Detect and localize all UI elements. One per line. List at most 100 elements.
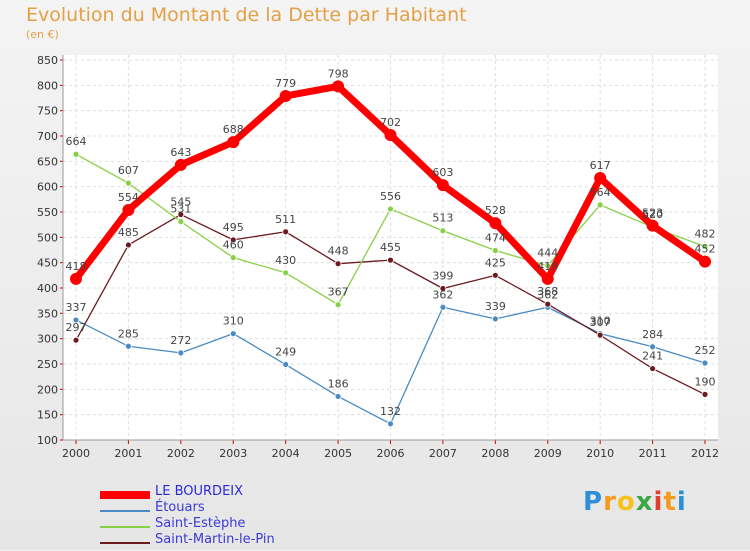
data-point	[596, 201, 604, 209]
legend-label: Étouars	[155, 500, 205, 515]
data-point	[334, 393, 342, 400]
data-point	[174, 158, 187, 171]
data-label: 664	[66, 135, 87, 148]
data-label: 399	[432, 270, 453, 283]
data-point	[439, 285, 447, 292]
data-label: 186	[328, 377, 349, 390]
data-point	[334, 301, 342, 309]
y-tick-label: 500	[37, 231, 58, 244]
logo-letter: o	[616, 487, 636, 517]
data-point	[596, 331, 604, 339]
data-label: 339	[485, 300, 506, 313]
logo-letter: x	[635, 487, 654, 517]
legend-swatch	[100, 491, 150, 499]
data-label: 460	[223, 239, 244, 252]
legend-swatch	[100, 510, 150, 512]
legend-swatch	[100, 542, 150, 544]
data-point	[384, 128, 397, 141]
data-point	[70, 272, 82, 285]
data-point	[227, 136, 240, 149]
legend-swatch	[100, 526, 150, 528]
data-point	[491, 315, 499, 323]
x-tick-label: 2012	[691, 447, 719, 460]
data-label: 272	[170, 334, 191, 347]
data-label: 603	[432, 166, 453, 179]
data-label: 362	[537, 288, 558, 301]
x-tick-label: 2009	[534, 447, 562, 460]
data-label: 368	[537, 285, 558, 298]
data-label: 297	[66, 321, 87, 334]
y-tick-label: 400	[37, 282, 58, 295]
y-tick-label: 250	[37, 358, 58, 371]
chart-unit: (en €)	[26, 28, 59, 41]
data-label: 702	[380, 116, 401, 129]
data-point	[701, 390, 709, 398]
x-tick-label: 2008	[481, 447, 509, 460]
y-tick-label: 100	[37, 434, 58, 447]
data-point	[125, 342, 132, 350]
data-label: 554	[118, 191, 139, 204]
data-point	[594, 172, 607, 185]
x-tick-label: 2003	[219, 447, 247, 460]
x-tick-label: 2001	[114, 447, 142, 460]
data-point	[332, 80, 345, 93]
data-point	[491, 271, 499, 279]
x-tick-label: 2004	[272, 447, 300, 460]
data-point	[436, 179, 449, 192]
y-tick-label: 450	[37, 257, 58, 270]
data-point	[701, 359, 709, 367]
data-label: 485	[118, 226, 139, 239]
data-label: 448	[328, 245, 349, 258]
data-label: 452	[695, 243, 716, 256]
data-point	[439, 303, 447, 311]
data-point	[489, 217, 502, 230]
data-label: 688	[223, 123, 244, 136]
data-label: 511	[275, 213, 296, 226]
data-label: 284	[642, 328, 663, 341]
data-label: 556	[380, 190, 401, 203]
data-label: 425	[485, 256, 506, 269]
x-tick-label: 2011	[639, 447, 667, 460]
data-label: 513	[432, 212, 453, 225]
data-label: 418	[66, 260, 87, 273]
chart-title: Evolution du Montant de la Dette par Hab…	[26, 4, 467, 26]
y-tick-label: 700	[37, 130, 58, 143]
data-label: 528	[485, 204, 506, 217]
legend-label: LE BOURDEIX	[155, 484, 244, 499]
data-point	[72, 336, 80, 344]
data-point	[177, 349, 185, 357]
data-point	[72, 150, 80, 158]
data-point	[387, 205, 394, 213]
data-label: 482	[695, 227, 716, 240]
data-label: 779	[275, 77, 296, 90]
y-tick-label: 300	[37, 333, 58, 346]
data-point	[125, 179, 132, 187]
data-label: 337	[66, 301, 87, 314]
data-point	[649, 343, 656, 351]
logo-letter: P	[583, 487, 604, 517]
data-label: 252	[695, 344, 716, 357]
y-tick-label: 200	[37, 383, 58, 396]
data-point	[229, 236, 237, 244]
y-tick-label: 600	[37, 181, 58, 194]
data-label: 190	[695, 375, 716, 388]
data-label: 564	[590, 186, 611, 199]
data-label: 798	[328, 67, 349, 80]
logo-letter: i	[676, 487, 687, 517]
y-tick-label: 550	[37, 206, 58, 219]
data-point	[646, 219, 659, 232]
data-point	[282, 228, 290, 236]
data-label: 444	[537, 247, 558, 260]
data-point	[177, 218, 185, 226]
data-point	[282, 361, 290, 368]
data-point	[282, 269, 290, 277]
data-point	[279, 89, 292, 102]
data-point	[701, 243, 709, 250]
x-tick-label: 2010	[586, 447, 614, 460]
data-point	[334, 260, 342, 268]
logo-letter: r	[603, 487, 617, 517]
data-point	[541, 272, 554, 285]
data-point	[439, 227, 447, 235]
data-point	[649, 365, 656, 372]
